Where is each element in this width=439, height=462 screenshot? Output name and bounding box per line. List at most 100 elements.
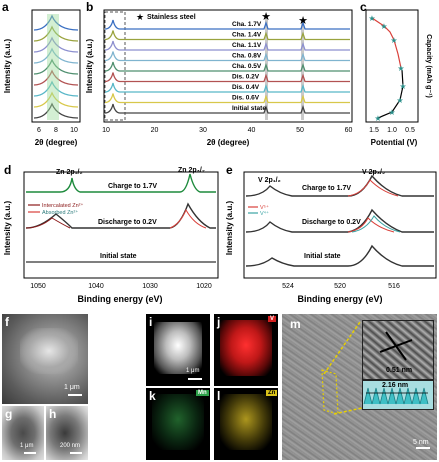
sem-image-f — [2, 314, 88, 404]
panel-c-marker: ★ — [380, 22, 387, 31]
eds-map-mn — [146, 388, 210, 460]
panel-m-roi — [321, 369, 339, 415]
panel-e-letter: e — [226, 163, 233, 177]
panel-e-ylabel: Intensity (a.u.) — [225, 201, 234, 256]
panel-h-scalebar — [70, 452, 82, 454]
panel-b-trace — [104, 103, 350, 114]
panel-a-trace — [33, 36, 79, 53]
panel-e-row-bot: Initial state — [304, 253, 341, 260]
panel-b-trace-label: Cha. 1.1V — [232, 42, 262, 49]
panel-c-chart: ★★★★★★★★ Capacity (mAh g⁻¹) 1.5 1.0 0.5 … — [365, 9, 432, 147]
panel-c-marker: ★ — [396, 96, 403, 105]
panel-b-labels: Cha. 1.7V Cha. 1.4V Cha. 1.1V Cha. 0.8V Cha.… — [232, 21, 266, 112]
panel-k-tag: Mn — [196, 390, 209, 396]
panel-a-trace — [33, 47, 79, 64]
panel-c-frame — [365, 9, 419, 123]
panel-a-trace — [33, 25, 79, 42]
panel-e-xtick-2: 520 — [334, 283, 346, 290]
panel-e-comp-charge — [347, 179, 399, 197]
panel-c-xtick-3: 0.5 — [405, 127, 415, 134]
panel-b-letter: b — [86, 0, 94, 14]
panel-d-comp-intercalated — [25, 217, 71, 229]
panel-b-trace-label: Cha. 1.7V — [232, 21, 262, 28]
panel-e-xlabel: Binding energy (eV) — [297, 294, 382, 304]
panel-c-marker: ★ — [374, 114, 381, 123]
panel-b-star-1: ★ — [261, 11, 271, 23]
panel-b-xlabel: 2θ (degree) — [207, 138, 250, 147]
panel-e-row-mid: Discharge to 0.2V — [302, 219, 361, 226]
panel-d-trace-charge — [26, 173, 216, 193]
panel-h-scale: 200 nm — [60, 443, 81, 449]
panel-a-xtick-1: 6 — [37, 127, 41, 134]
panel-c-marker: ★ — [397, 64, 404, 73]
panel-d-row-bot: Initial state — [100, 253, 137, 260]
panel-b-xtick: 30 — [199, 127, 207, 134]
panel-j-tag: V — [268, 316, 277, 322]
panel-h-letter: h — [49, 407, 57, 421]
panel-a-ylabel: Intensity (a.u.) — [3, 39, 12, 94]
panel-a-frame — [31, 9, 81, 123]
panel-m-d2: 2.16 nm — [382, 382, 408, 389]
panel-c-ylabel: Capacity (mAh g⁻¹) — [425, 34, 432, 98]
tem-image-g — [2, 406, 44, 460]
panel-m-scale: 5 nm — [413, 439, 429, 446]
panel-m-letter: m — [290, 317, 301, 331]
panel-a-highlight — [47, 14, 59, 120]
panel-b-xtick: 40 — [248, 127, 256, 134]
panel-c-markers: ★★★★★★★★ — [368, 14, 406, 123]
panel-d-row-top: Charge to 1.7V — [108, 183, 157, 190]
panel-b-xtick: 10 — [102, 127, 110, 134]
panel-c-discharge-curve — [377, 69, 404, 119]
panel-d-row-mid: Discharge to 0.2V — [98, 219, 157, 226]
panel-a-traces — [33, 14, 79, 120]
panel-a-trace — [33, 69, 79, 86]
panel-c-letter: c — [360, 0, 367, 14]
panel-d-chart: Zn 2p₁/₂ Zn 2p₃/₂ Charge to 1.7V Dischar… — [3, 167, 219, 304]
panel-a-trace — [33, 102, 79, 119]
panel-e-legend-2: V⁴⁺ — [260, 210, 269, 217]
eds-map-v — [214, 314, 278, 386]
panel-c-marker: ★ — [399, 82, 406, 91]
panel-d-legend-2: Absorbed Zn²⁺ — [42, 209, 78, 216]
panel-g-scale: 1 μm — [20, 443, 34, 449]
panel-i-letter: i — [149, 315, 153, 329]
sem-flower-f — [20, 328, 78, 374]
panel-m-d1: 0.51 nm — [386, 367, 412, 374]
panel-d-xtick-1: 1050 — [30, 283, 46, 290]
panel-a-trace — [33, 58, 79, 75]
panel-b-trace-label: Cha. 0.5V — [232, 63, 262, 70]
panel-m-callout-1 — [323, 321, 361, 375]
panel-g-letter: g — [5, 407, 13, 421]
eds-zn-region — [220, 394, 272, 450]
panel-a-trace — [33, 14, 79, 31]
eds-v-region — [220, 320, 272, 376]
panel-d-xtick-2: 1040 — [88, 283, 104, 290]
panel-c-charge-curve — [371, 17, 402, 69]
panel-l-tag: Zn — [266, 390, 278, 396]
panel-d-xtick-3: 1030 — [142, 283, 158, 290]
panel-e-chart: V 2p₁/₂ V 2p₃/₂ Charge to 1.7V Discharge… — [225, 169, 437, 304]
panel-d-legend-1: Intercalated Zn²⁺ — [42, 202, 84, 209]
panel-c-marker: ★ — [388, 108, 395, 117]
panel-a-letter: a — [2, 0, 9, 14]
panel-e-frame — [243, 171, 437, 279]
panel-c-xtick-2: 1.0 — [387, 127, 397, 134]
panel-b-trace-label: Dis. 0.2V — [232, 74, 260, 81]
haadf-flower — [154, 322, 202, 374]
panel-b-traces — [104, 19, 350, 114]
panel-e-xtick-1: 524 — [282, 283, 294, 290]
panel-b-ylabel: Intensity (a.u.) — [85, 39, 94, 94]
panel-f-scalebar — [68, 394, 82, 396]
panel-b-trace — [104, 72, 350, 83]
panel-d-xtick-4: 1020 — [196, 283, 212, 290]
panel-a-xtick-2: 8 — [54, 127, 58, 134]
panel-e-peak2: V 2p₃/₂ — [362, 169, 385, 176]
panel-l-letter: l — [217, 389, 221, 403]
panel-m-overlay: m 0.51 nm 2.16 nm 5 nm — [290, 317, 430, 449]
panel-i-scalebar — [188, 378, 202, 380]
eds-map-zn — [214, 388, 278, 460]
panel-a-chart: Intensity (a.u.) 6 8 10 2θ (degree) — [3, 9, 81, 147]
panel-b-trace-label: Cha. 1.4V — [232, 32, 262, 39]
panel-b-star-2: ★ — [298, 15, 308, 27]
panel-a-trace — [33, 80, 79, 97]
